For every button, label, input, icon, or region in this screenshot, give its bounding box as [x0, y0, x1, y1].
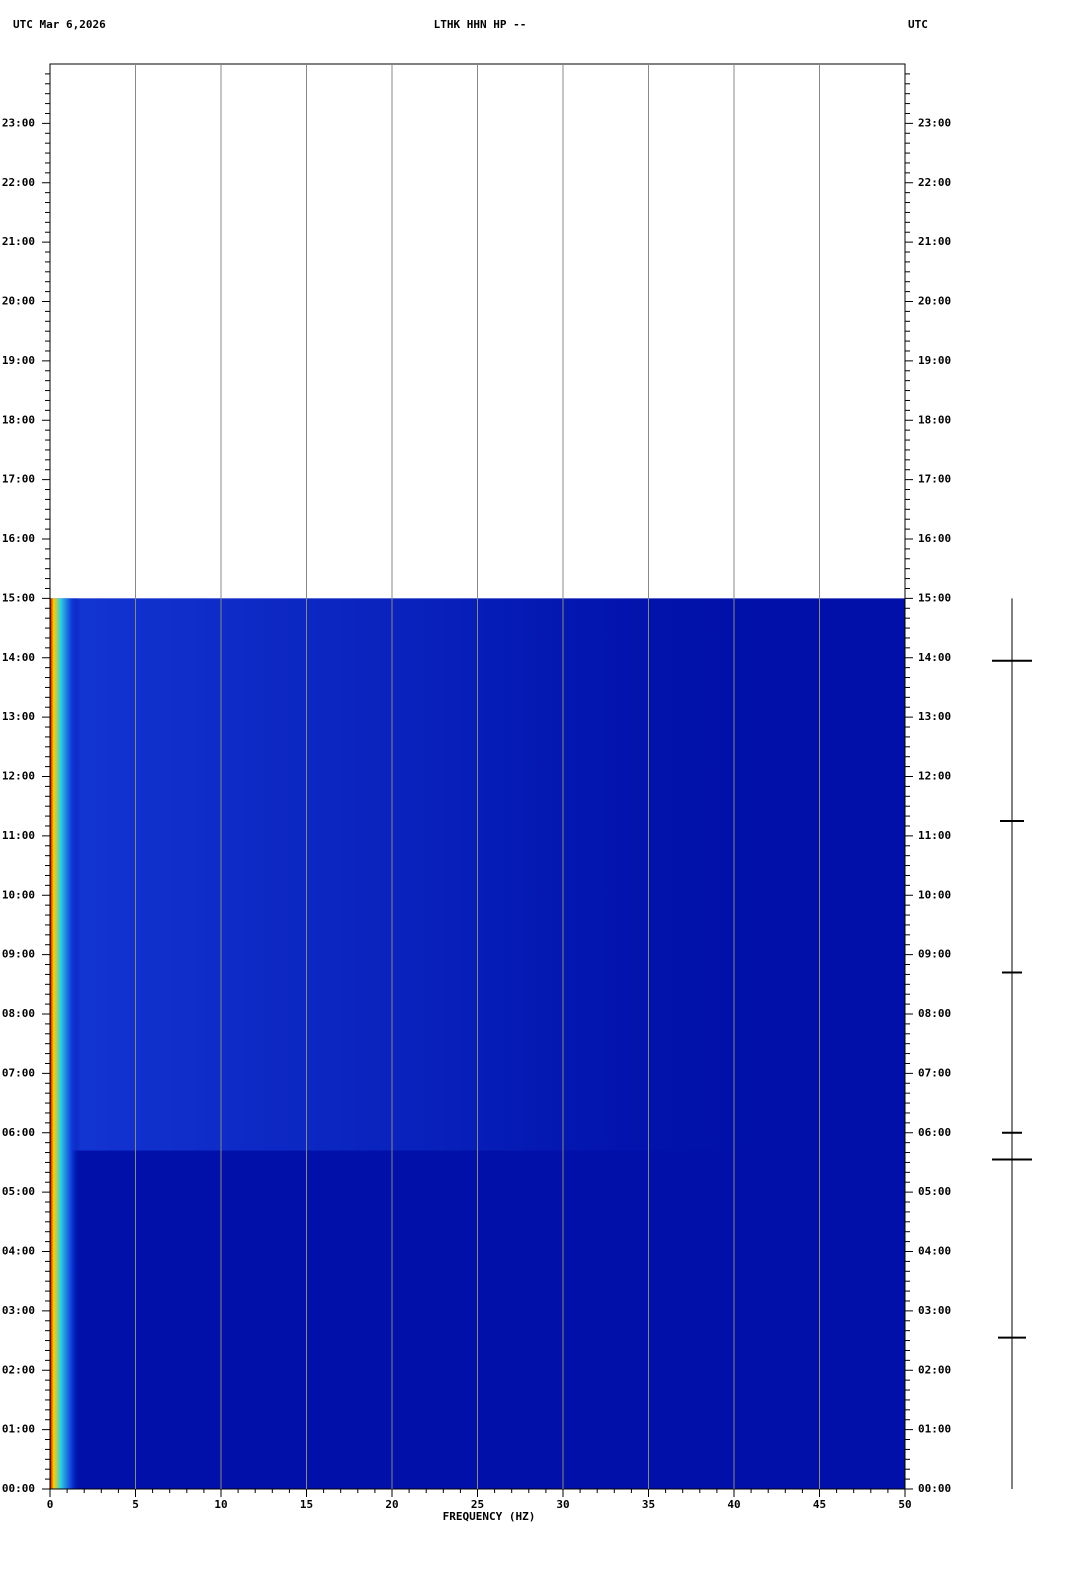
y-tick-label-right: 07:00 [918, 1066, 951, 1079]
y-tick-label: 00:00 [2, 1482, 35, 1495]
y-tick-label: 19:00 [2, 354, 35, 367]
x-tick-label: 20 [385, 1498, 398, 1511]
spectrogram-glow [50, 598, 820, 1151]
y-tick-label-right: 11:00 [918, 829, 951, 842]
x-tick-label: 35 [642, 1498, 655, 1511]
y-tick-label-right: 13:00 [918, 710, 951, 723]
right-header: UTC [908, 18, 928, 31]
y-tick-label-right: 03:00 [918, 1304, 951, 1317]
left-header: UTC Mar 6,2026 [13, 18, 106, 31]
y-tick-label: 10:00 [2, 888, 35, 901]
y-tick-label-right: 01:00 [918, 1423, 951, 1436]
y-tick-label: 01:00 [2, 1423, 35, 1436]
y-tick-label-right: 04:00 [918, 1245, 951, 1258]
y-tick-label-right: 10:00 [918, 888, 951, 901]
x-tick-label: 25 [471, 1498, 484, 1511]
y-tick-label: 13:00 [2, 710, 35, 723]
y-tick-label-right: 20:00 [918, 295, 951, 308]
x-tick-label: 40 [727, 1498, 740, 1511]
x-tick-label: 0 [47, 1498, 54, 1511]
y-tick-label-right: 16:00 [918, 532, 951, 545]
y-tick-label: 14:00 [2, 651, 35, 664]
y-tick-label: 20:00 [2, 295, 35, 308]
y-tick-label-right: 19:00 [918, 354, 951, 367]
y-tick-label: 15:00 [2, 591, 35, 604]
y-tick-label-right: 14:00 [918, 651, 951, 664]
x-tick-label: 10 [214, 1498, 227, 1511]
y-tick-label: 22:00 [2, 176, 35, 189]
y-tick-label: 09:00 [2, 948, 35, 961]
y-tick-label-right: 21:00 [918, 235, 951, 248]
y-tick-label: 08:00 [2, 1007, 35, 1020]
x-tick-label: 50 [898, 1498, 911, 1511]
y-tick-label-right: 00:00 [918, 1482, 951, 1495]
y-tick-label: 11:00 [2, 829, 35, 842]
y-tick-label: 12:00 [2, 770, 35, 783]
x-tick-label: 15 [300, 1498, 313, 1511]
y-tick-label: 06:00 [2, 1126, 35, 1139]
y-tick-label: 17:00 [2, 473, 35, 486]
chart-title: LTHK HHN HP -- [434, 18, 527, 31]
y-tick-label: 05:00 [2, 1185, 35, 1198]
y-tick-label: 16:00 [2, 532, 35, 545]
y-tick-label-right: 17:00 [918, 473, 951, 486]
y-tick-label: 18:00 [2, 413, 35, 426]
spectrogram-edge [50, 598, 80, 1489]
y-tick-label: 04:00 [2, 1245, 35, 1258]
y-tick-label-right: 18:00 [918, 413, 951, 426]
x-tick-label: 45 [813, 1498, 826, 1511]
y-tick-label: 03:00 [2, 1304, 35, 1317]
y-tick-label-right: 22:00 [918, 176, 951, 189]
y-tick-label-right: 09:00 [918, 948, 951, 961]
y-tick-label-right: 15:00 [918, 591, 951, 604]
y-tick-label-right: 06:00 [918, 1126, 951, 1139]
y-tick-label-right: 08:00 [918, 1007, 951, 1020]
y-tick-label: 07:00 [2, 1066, 35, 1079]
x-axis-label: FREQUENCY (HZ) [443, 1510, 536, 1523]
y-tick-label: 02:00 [2, 1363, 35, 1376]
x-tick-label: 30 [556, 1498, 569, 1511]
y-tick-label: 21:00 [2, 235, 35, 248]
x-tick-label: 5 [132, 1498, 139, 1511]
y-tick-label-right: 23:00 [918, 116, 951, 129]
y-tick-label: 23:00 [2, 116, 35, 129]
y-tick-label-right: 02:00 [918, 1363, 951, 1376]
y-tick-label-right: 05:00 [918, 1185, 951, 1198]
y-tick-label-right: 12:00 [918, 770, 951, 783]
